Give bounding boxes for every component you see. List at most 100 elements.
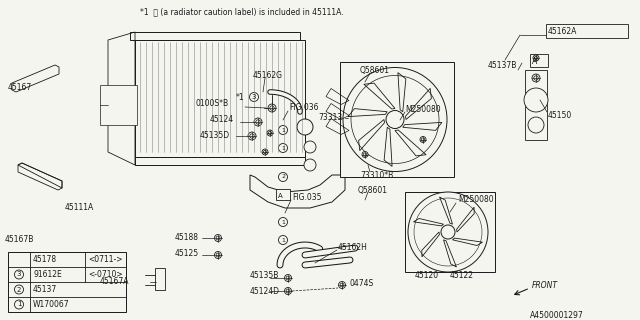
Text: 45111A: 45111A (65, 203, 94, 212)
Circle shape (278, 143, 287, 153)
Text: 45167: 45167 (8, 83, 32, 92)
Circle shape (414, 198, 482, 266)
Circle shape (297, 119, 313, 135)
Bar (155, 268, 165, 290)
Circle shape (524, 88, 548, 112)
Text: 45162H: 45162H (338, 244, 368, 252)
Circle shape (278, 218, 287, 227)
Text: 45135B: 45135B (250, 271, 280, 281)
Text: 45167A: 45167A (100, 277, 129, 286)
Circle shape (534, 56, 538, 60)
Text: A4500001297: A4500001297 (530, 310, 584, 319)
Circle shape (420, 137, 426, 142)
Text: 2: 2 (281, 174, 285, 180)
Circle shape (532, 74, 540, 82)
Text: FRONT: FRONT (532, 282, 558, 291)
Circle shape (268, 104, 276, 112)
Circle shape (528, 117, 544, 133)
Text: 45135D: 45135D (200, 132, 230, 140)
Text: 45167B: 45167B (5, 236, 35, 244)
Circle shape (262, 149, 268, 155)
Circle shape (408, 192, 488, 272)
Text: 91612E: 91612E (33, 270, 61, 279)
Circle shape (362, 151, 368, 157)
Text: M250080: M250080 (458, 196, 493, 204)
Text: <-0710>: <-0710> (88, 270, 123, 279)
Text: A: A (532, 58, 537, 67)
Text: Q58601: Q58601 (360, 66, 390, 75)
Text: A: A (278, 193, 283, 199)
Circle shape (421, 138, 425, 141)
Text: 45125: 45125 (175, 250, 199, 259)
Bar (276, 189, 290, 200)
Circle shape (441, 225, 455, 239)
Text: 45150: 45150 (548, 110, 572, 119)
Text: 1: 1 (281, 237, 285, 243)
Circle shape (343, 68, 447, 172)
Circle shape (285, 275, 291, 282)
Circle shape (534, 76, 538, 80)
Bar (525, 70, 547, 140)
Bar (405, 192, 495, 272)
Circle shape (15, 270, 24, 279)
Text: 45178: 45178 (33, 255, 57, 264)
Text: 45124: 45124 (210, 116, 234, 124)
Text: <0711->: <0711-> (88, 255, 122, 264)
Circle shape (214, 235, 221, 242)
Text: 3: 3 (17, 271, 21, 277)
Bar (100, 85, 137, 125)
Text: 45137B: 45137B (488, 60, 517, 69)
Text: 0474S: 0474S (350, 279, 374, 289)
Circle shape (386, 110, 404, 129)
Circle shape (286, 289, 290, 293)
Text: 1: 1 (17, 301, 21, 308)
Circle shape (15, 285, 24, 294)
Text: FIG.035: FIG.035 (292, 194, 321, 203)
Text: Q58601: Q58601 (358, 186, 388, 195)
Circle shape (364, 153, 367, 156)
Text: *1: *1 (236, 93, 244, 102)
Circle shape (250, 92, 259, 101)
Circle shape (285, 287, 291, 294)
Text: M250080: M250080 (405, 106, 440, 115)
Text: 73313: 73313 (319, 114, 343, 123)
Circle shape (339, 282, 346, 289)
Bar (8, 252, 126, 312)
Text: 0100S*B: 0100S*B (195, 100, 228, 108)
Circle shape (263, 150, 267, 154)
Circle shape (304, 159, 316, 171)
Circle shape (268, 131, 271, 135)
Text: W170067: W170067 (33, 300, 70, 309)
Text: 45122: 45122 (450, 270, 474, 279)
Circle shape (216, 236, 220, 240)
Circle shape (250, 134, 254, 138)
Bar (546, 24, 628, 38)
Text: 45162G: 45162G (253, 70, 283, 79)
Circle shape (351, 76, 439, 164)
Circle shape (256, 120, 260, 124)
Circle shape (278, 125, 287, 134)
Bar (135, 40, 305, 157)
Text: 2: 2 (17, 286, 21, 292)
Text: 1: 1 (281, 146, 285, 150)
Text: FIG.036: FIG.036 (289, 103, 319, 113)
Circle shape (216, 253, 220, 257)
Circle shape (267, 130, 273, 136)
Bar (340, 62, 454, 177)
Circle shape (533, 55, 539, 61)
Circle shape (214, 252, 221, 259)
Circle shape (286, 276, 290, 280)
Circle shape (278, 172, 287, 181)
Text: 45188: 45188 (175, 233, 199, 242)
Circle shape (270, 106, 274, 110)
Circle shape (278, 236, 287, 244)
Text: 73310*B: 73310*B (360, 171, 393, 180)
Circle shape (248, 132, 256, 140)
Text: 45120: 45120 (415, 270, 439, 279)
Circle shape (254, 118, 262, 126)
Text: 1: 1 (281, 220, 285, 225)
Text: *1  ⓢ (a radiator caution label) is included in 45111A.: *1 ⓢ (a radiator caution label) is inclu… (140, 7, 344, 17)
Text: 1: 1 (281, 127, 285, 132)
Text: 45137: 45137 (33, 285, 57, 294)
Text: 45162A: 45162A (548, 28, 577, 36)
